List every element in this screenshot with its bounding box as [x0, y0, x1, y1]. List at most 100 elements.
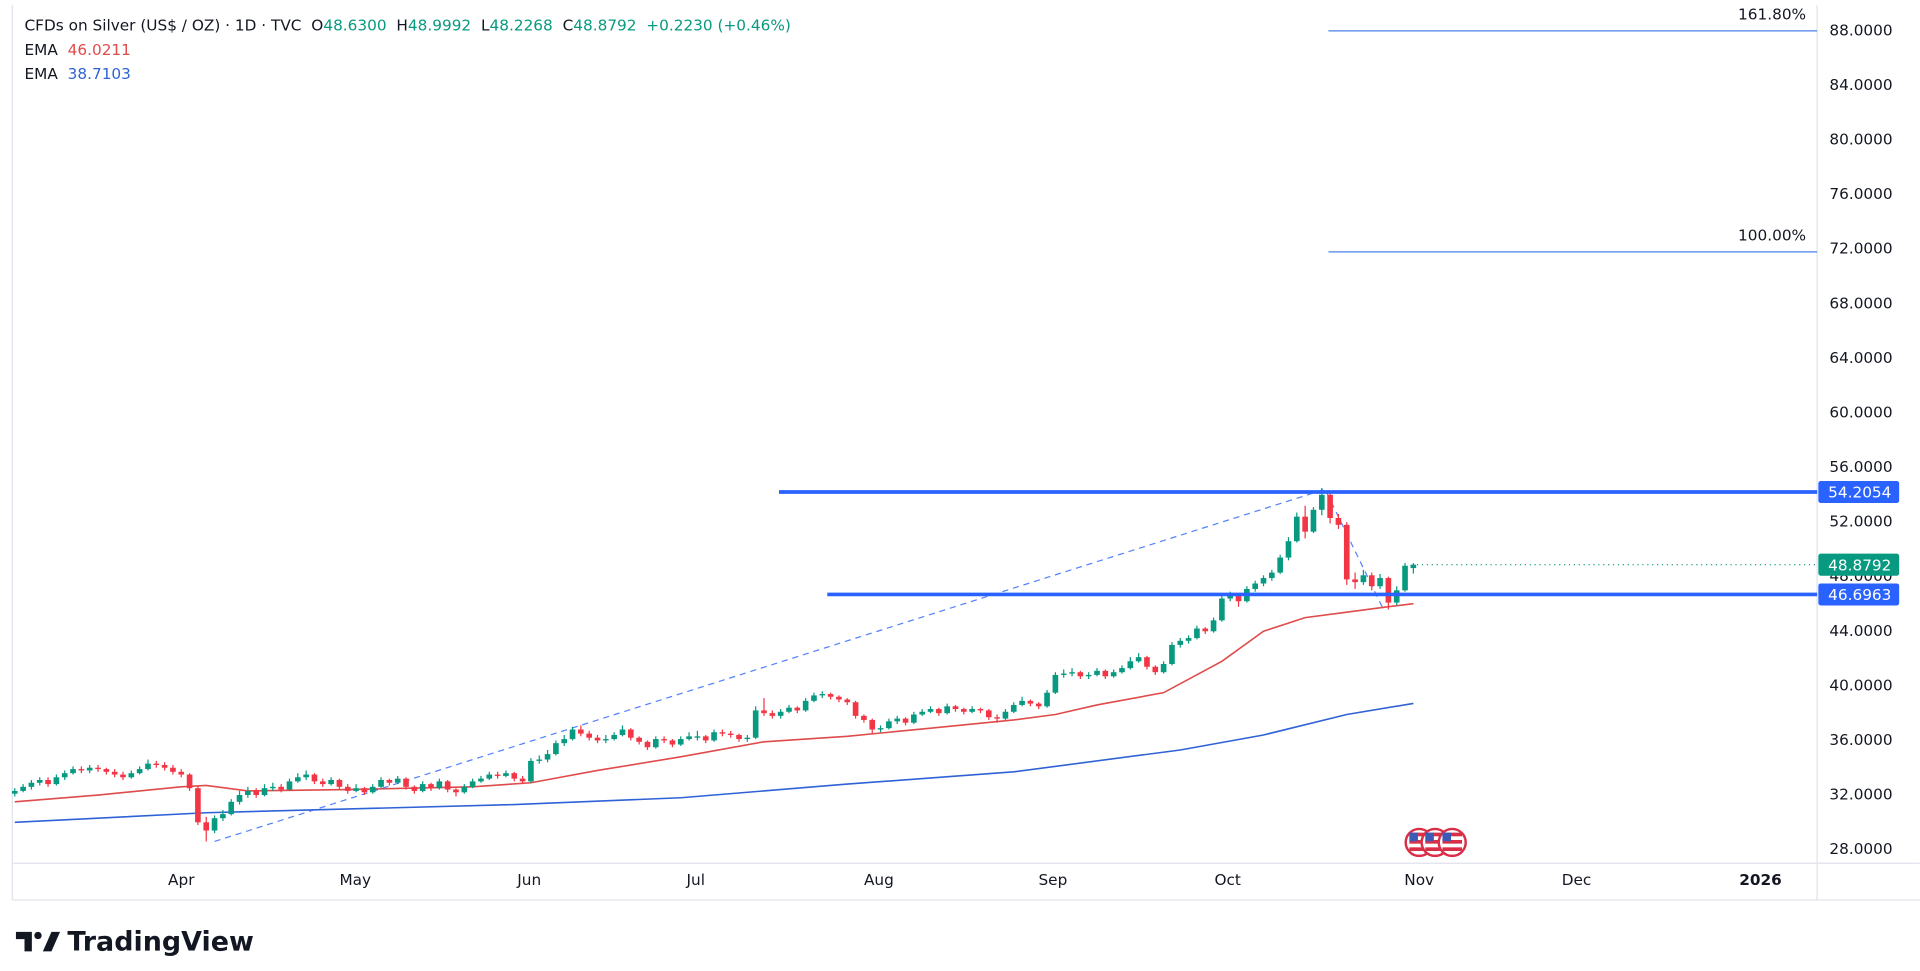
candle-body [319, 781, 326, 785]
candle-body [494, 774, 501, 776]
candle-body [1035, 703, 1042, 707]
candle-body [411, 786, 418, 791]
candle-body [111, 771, 118, 775]
price-badge-label: 54.2054 [1828, 484, 1891, 502]
ohlc-key: C [563, 16, 574, 34]
y-tick-label: 84.0000 [1829, 76, 1892, 94]
event-icons[interactable] [1404, 827, 1467, 858]
candle-body [1285, 541, 1292, 558]
candle-body [145, 763, 151, 770]
ohlc-value: +0.2230 (+0.46%) [646, 16, 791, 34]
candle-body [786, 707, 792, 712]
candle-body [103, 769, 110, 772]
candle-body [1293, 516, 1300, 542]
candle-body [1410, 564, 1417, 569]
legend: CFDs on Silver (US$ / OZ) · 1D · TVC O48.… [25, 16, 791, 82]
y-tick-label: 40.0000 [1829, 676, 1892, 694]
indicator-legend: EMA 38.7103 [25, 65, 131, 83]
candle-body [1360, 575, 1367, 583]
candle-body [819, 694, 826, 696]
ema-line [14, 602, 1414, 803]
candle-body [1377, 578, 1383, 587]
candle-body [652, 739, 659, 748]
candle-body [727, 733, 734, 735]
candle-body [28, 782, 35, 787]
x-tick-label: Apr [168, 871, 195, 889]
y-tick-label: 36.0000 [1829, 731, 1892, 749]
indicator-legend: EMA 46.0211 [25, 41, 131, 59]
ohlc-value: 48.8792 [573, 16, 636, 34]
candle-body [686, 736, 692, 740]
candle-body [1185, 638, 1192, 641]
plot-area: 161.80% 100.00% [11, 5, 1818, 842]
fib-label: 161.80% [1738, 5, 1806, 23]
candle-body [311, 774, 318, 782]
candle-body [852, 702, 859, 716]
candle-body [794, 707, 801, 711]
candle-body [536, 759, 543, 761]
candle-body [569, 729, 576, 740]
candle-body [777, 711, 784, 716]
candle-body [744, 737, 751, 740]
candle-body [877, 728, 884, 730]
candle-body [486, 774, 493, 779]
trend-line [214, 488, 1384, 842]
candle-body [428, 784, 434, 789]
candle-body [378, 780, 384, 787]
ema-line [14, 702, 1414, 824]
x-tick-label: Oct [1214, 871, 1240, 889]
candle-body [61, 773, 68, 778]
candle-body [178, 771, 185, 775]
candle-body [985, 710, 992, 718]
x-tick-label: May [339, 871, 371, 889]
candle-body [236, 795, 243, 802]
candle-body [1010, 704, 1017, 712]
candle-body [1393, 590, 1400, 603]
candle-body [1194, 628, 1200, 639]
candle-body [594, 737, 601, 741]
candle-body [203, 822, 210, 831]
event-icon[interactable] [1437, 827, 1467, 858]
candle-body [403, 778, 409, 787]
candle-body [394, 778, 401, 783]
ohlc-value: 48.9992 [408, 16, 471, 34]
candle-body [353, 788, 359, 791]
ohlc-value: 48.6300 [323, 16, 386, 34]
candle-body [294, 777, 301, 782]
candle-body [1235, 595, 1242, 602]
ohlc-key: O [311, 16, 323, 34]
ohlc-key: L [481, 16, 490, 34]
candle-body [1169, 644, 1175, 665]
candle-body [1343, 524, 1350, 580]
candle-body [1352, 579, 1358, 583]
x-tick-label: Dec [1562, 871, 1592, 889]
indicator-name: EMA [25, 41, 59, 59]
candle-body [95, 767, 101, 770]
candle-body [228, 801, 235, 815]
candle-body [586, 733, 593, 738]
candle-body [278, 786, 284, 790]
candle-body [270, 786, 276, 789]
candle-body [1202, 628, 1209, 632]
candle-body [952, 706, 959, 710]
candle-body [869, 719, 876, 730]
candle-body [503, 773, 509, 776]
candle-body [644, 741, 651, 748]
candle-body [719, 732, 726, 734]
candle-body [78, 769, 85, 771]
candle-body [1219, 598, 1225, 621]
candle-body [11, 790, 18, 794]
candle-body [711, 732, 717, 741]
candle-body [861, 715, 867, 720]
candle-body [478, 778, 484, 782]
candle-body [902, 718, 909, 723]
candle-body [1110, 672, 1117, 677]
y-tick-label: 76.0000 [1829, 185, 1892, 203]
candle-body [1177, 640, 1184, 645]
candle-body [519, 778, 526, 782]
candle-body [45, 780, 51, 785]
candle-body [1402, 565, 1408, 591]
y-tick-label: 56.0000 [1829, 458, 1892, 476]
x-tick-label: Jun [516, 871, 541, 889]
candle-body [245, 790, 251, 796]
